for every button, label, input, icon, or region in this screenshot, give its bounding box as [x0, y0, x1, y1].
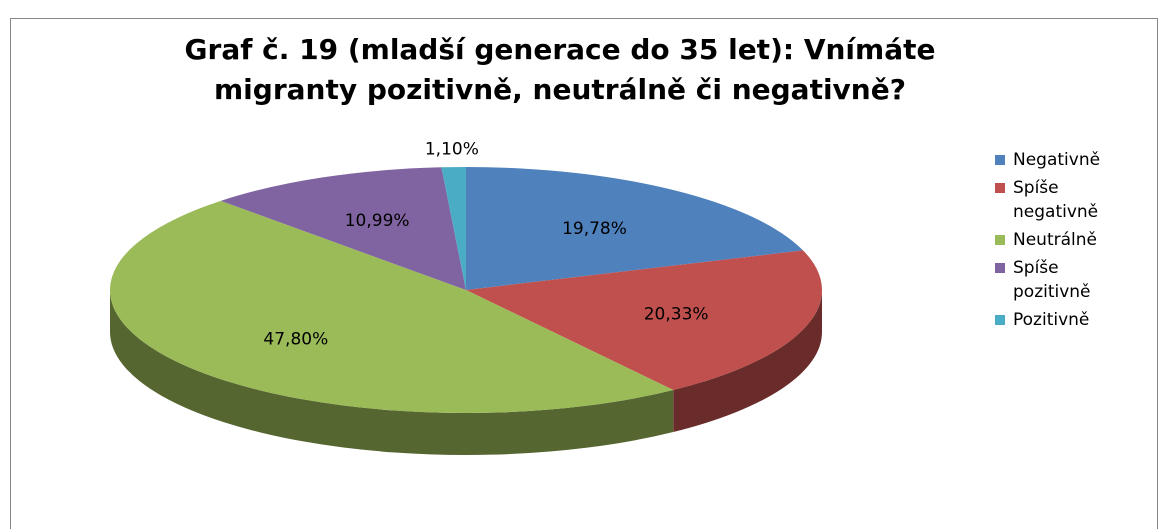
chart-title: Graf č. 19 (mladší generace do 35 let): …: [184, 33, 936, 106]
legend-label: Negativně: [1013, 150, 1101, 170]
data-label: 1,10%: [425, 140, 479, 160]
legend-label: Pozitivně: [1013, 310, 1090, 330]
data-label: 19,78%: [562, 219, 627, 239]
slice: [109, 200, 674, 413]
legend-swatch: [995, 183, 1005, 193]
legend-item: Spíše negativně: [995, 176, 1135, 224]
slice: [466, 250, 823, 391]
slice: [220, 167, 466, 290]
legend-label: Spíše negativně: [1013, 178, 1099, 222]
slice-side: [673, 290, 822, 433]
legend: Negativně Spíše negativně Neutrálně Spíše p…: [995, 148, 1135, 336]
chart-frame: [10, 18, 1158, 529]
legend-label: Spíše pozitivně: [1013, 258, 1091, 302]
data-label: 20,33%: [644, 304, 709, 324]
legend-swatch: [995, 155, 1005, 165]
legend-item: Pozitivně: [995, 308, 1135, 332]
data-label: 10,99%: [345, 211, 410, 231]
legend-item: Neutrálně: [995, 228, 1135, 252]
legend-label: Neutrálně: [1013, 230, 1097, 250]
legend-item: Spíše pozitivně: [995, 256, 1135, 304]
slice: [466, 167, 804, 290]
data-label: 47,80%: [263, 330, 328, 350]
legend-item: Negativně: [995, 148, 1135, 172]
legend-swatch: [995, 235, 1005, 245]
legend-swatch: [995, 315, 1005, 325]
slice-side: [110, 290, 674, 455]
slice: [441, 167, 466, 290]
legend-swatch: [995, 263, 1005, 273]
